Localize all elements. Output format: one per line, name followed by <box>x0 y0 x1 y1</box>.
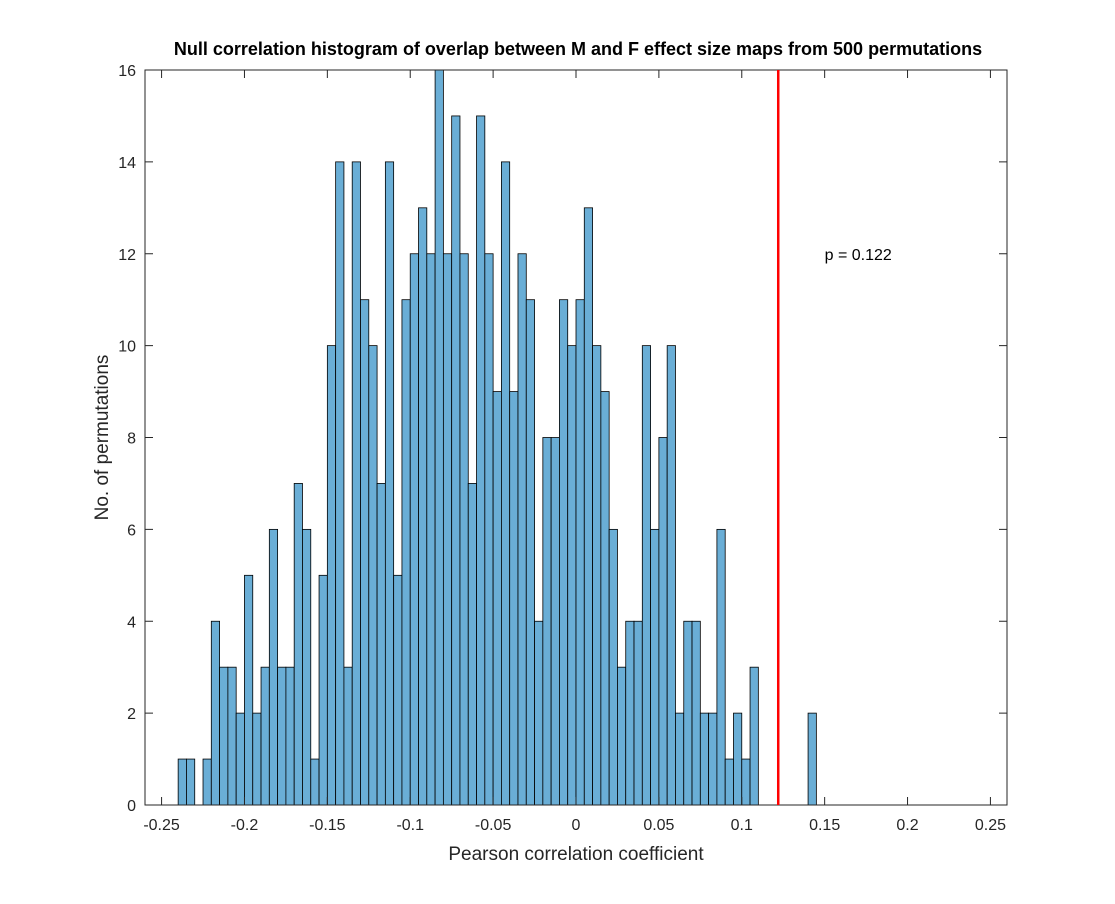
x-tick-label: -0.05 <box>475 817 512 834</box>
histogram-bar <box>368 345 378 806</box>
histogram-bar <box>409 253 419 806</box>
histogram-bar <box>691 620 701 806</box>
histogram-bar <box>467 483 477 806</box>
chart-title: Null correlation histogram of overlap be… <box>174 39 982 59</box>
x-tick-label: 0.05 <box>643 817 674 834</box>
histogram-bar <box>733 712 743 806</box>
histogram-bar <box>442 253 453 806</box>
histogram-bar <box>476 115 486 806</box>
histogram-bar <box>608 528 618 806</box>
y-tick-label: 0 <box>127 798 136 815</box>
histogram-bar <box>699 712 710 806</box>
histogram-bar <box>567 345 577 806</box>
histogram-bar <box>318 574 328 806</box>
histogram-bar <box>724 758 734 806</box>
y-tick-label: 4 <box>127 614 136 631</box>
histogram-bar <box>260 666 270 806</box>
histogram-bar <box>384 161 395 806</box>
y-tick-label: 2 <box>127 706 136 723</box>
histogram-bar <box>559 299 569 806</box>
y-tick-label: 10 <box>118 339 136 356</box>
histogram-bar <box>451 115 461 806</box>
histogram-bar <box>600 391 610 806</box>
histogram-bar <box>741 758 751 806</box>
histogram-bar <box>360 299 370 806</box>
histogram-bar <box>517 253 527 806</box>
x-tick-label: 0.1 <box>731 817 753 834</box>
histogram-bar <box>418 207 428 806</box>
x-tick-label: 0.25 <box>975 817 1006 834</box>
histogram-bar <box>293 483 303 806</box>
x-tick-label: -0.2 <box>231 817 259 834</box>
histogram-bar <box>749 666 759 806</box>
y-tick-label: 16 <box>118 63 136 80</box>
histogram-bar <box>633 620 643 806</box>
histogram-bar <box>343 666 353 806</box>
histogram-bar <box>434 69 444 806</box>
histogram-bar <box>210 620 220 806</box>
histogram-bar <box>650 528 660 806</box>
histogram-bar <box>351 161 361 806</box>
y-tick-label: 14 <box>118 155 136 172</box>
y-tick-label: 6 <box>127 522 136 539</box>
histogram-bar <box>285 666 295 806</box>
histogram-bar <box>708 712 718 806</box>
histogram-bar <box>252 712 262 806</box>
histogram-bar <box>227 666 237 806</box>
histogram-bar <box>501 161 511 806</box>
x-tick-label: 0.15 <box>809 817 840 834</box>
histogram-bar <box>326 345 337 806</box>
histogram-bar <box>376 483 386 806</box>
y-tick-label: 12 <box>118 247 136 264</box>
histogram-bar <box>302 528 312 806</box>
x-axis-label: Pearson correlation coefficient <box>448 844 704 865</box>
y-axis-label: No. of permutations <box>92 355 113 521</box>
x-tick-label: -0.1 <box>396 817 424 834</box>
histogram-bar <box>617 666 627 806</box>
p-value-annotation: p = 0.122 <box>825 247 892 264</box>
histogram-bar <box>641 345 651 806</box>
histogram-bar <box>459 253 469 806</box>
histogram-bar <box>277 666 287 806</box>
histogram-bars <box>177 69 817 806</box>
histogram-bar <box>484 253 494 806</box>
histogram-bar <box>534 620 544 806</box>
histogram-bar <box>186 758 196 806</box>
histogram-bar <box>683 620 693 806</box>
histogram-bar <box>177 758 187 806</box>
histogram-bar <box>268 528 279 806</box>
axis-ticks: -0.25 -0.2 -0.15 -0.1 -0.05 0 0.05 0.1 0.15 0.2 0.… <box>118 63 1007 834</box>
histogram-bar <box>592 345 602 806</box>
histogram-bar <box>658 437 668 806</box>
histogram-bar <box>542 437 552 806</box>
histogram-bar <box>335 161 345 806</box>
histogram-bar <box>426 253 436 806</box>
histogram-bar <box>492 391 502 806</box>
histogram-bar <box>807 712 817 806</box>
histogram-bar <box>393 574 403 806</box>
x-tick-label: -0.25 <box>143 817 180 834</box>
x-tick-label: 0.2 <box>896 817 918 834</box>
histogram-bar <box>666 345 676 806</box>
histogram-bar <box>401 299 411 806</box>
histogram-bar <box>219 666 229 806</box>
histogram-bar <box>575 299 585 806</box>
histogram-bar <box>550 437 560 806</box>
histogram-bar <box>310 758 320 806</box>
histogram-bar <box>244 574 254 806</box>
histogram-bar <box>235 712 245 806</box>
histogram-bar <box>583 207 593 806</box>
histogram-bar <box>525 299 535 806</box>
histogram-bar <box>202 758 212 806</box>
histogram-bar <box>625 620 635 806</box>
y-tick-label: 8 <box>127 431 136 448</box>
x-tick-label: -0.15 <box>309 817 346 834</box>
histogram-bar <box>675 712 685 806</box>
histogram-bar <box>509 391 519 806</box>
histogram-bar <box>716 528 726 806</box>
x-tick-label: 0 <box>572 817 581 834</box>
